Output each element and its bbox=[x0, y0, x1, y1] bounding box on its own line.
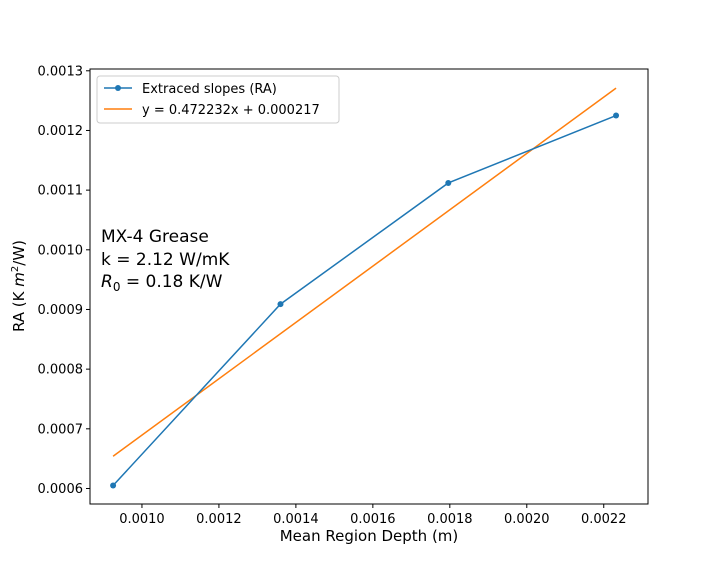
annotation-line-material: MX-4 Grease bbox=[101, 227, 209, 247]
y-tick-label: 0.0006 bbox=[38, 482, 84, 497]
x-tick-label: 0.0010 bbox=[119, 512, 165, 527]
series-layer bbox=[110, 87, 620, 489]
y-tick-label: 0.0011 bbox=[38, 184, 84, 199]
data-point bbox=[445, 179, 452, 186]
annotation-text: MX-4 Grease k = 2.12 W/mK R0 = 0.18 K/W bbox=[101, 227, 230, 294]
y-tick-label: 0.0010 bbox=[38, 243, 84, 258]
y-axis-label: RA (K m2/W) bbox=[10, 240, 28, 332]
data-point bbox=[277, 301, 284, 308]
axis-ticks: 0.0010 0.0012 0.0014 0.0016 0.0018 0.0020 0.00… bbox=[38, 64, 627, 527]
x-tick-label: 0.0018 bbox=[427, 512, 473, 527]
x-tick-label: 0.0020 bbox=[504, 512, 550, 527]
legend: Extraced slopes (RA) y = 0.472232x + 0.0… bbox=[96, 75, 340, 124]
legend-label-slopes: Extraced slopes (RA) bbox=[142, 82, 277, 97]
plot-frame bbox=[89, 68, 649, 505]
legend-label-fit: y = 0.472232x + 0.000217 bbox=[142, 103, 320, 118]
y-tick-label: 0.0007 bbox=[38, 422, 84, 437]
legend-box bbox=[96, 75, 340, 124]
series-line-slopes bbox=[112, 114, 617, 487]
y-tick-label: 0.0008 bbox=[38, 363, 84, 378]
annotation-line-conductivity: k = 2.12 W/mK bbox=[101, 250, 230, 270]
x-tick-label: 0.0016 bbox=[350, 512, 396, 527]
data-point bbox=[110, 482, 117, 489]
x-axis-label: Mean Region Depth (m) bbox=[280, 527, 459, 545]
annotation-line-resistance: R0 = 0.18 K/W bbox=[101, 272, 223, 294]
x-tick-label: 0.0022 bbox=[581, 512, 627, 527]
y-tick-label: 0.0009 bbox=[38, 303, 84, 318]
y-tick-label: 0.0012 bbox=[38, 124, 84, 139]
x-tick-label: 0.0012 bbox=[196, 512, 242, 527]
data-point bbox=[613, 112, 620, 119]
legend-marker-slopes bbox=[115, 85, 121, 91]
y-tick-label: 0.0013 bbox=[38, 64, 84, 79]
x-tick-label: 0.0014 bbox=[273, 512, 319, 527]
